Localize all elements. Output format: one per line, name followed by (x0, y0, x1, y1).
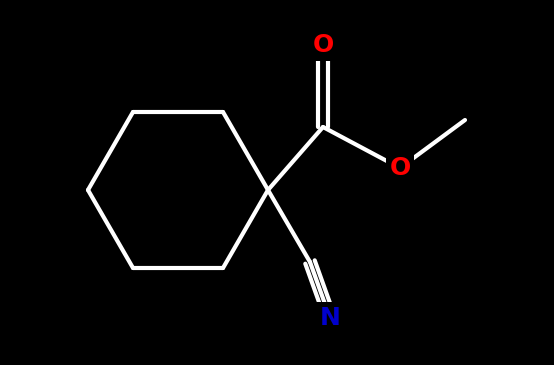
Text: O: O (312, 33, 334, 57)
Text: O: O (389, 156, 411, 180)
Text: N: N (320, 306, 341, 330)
